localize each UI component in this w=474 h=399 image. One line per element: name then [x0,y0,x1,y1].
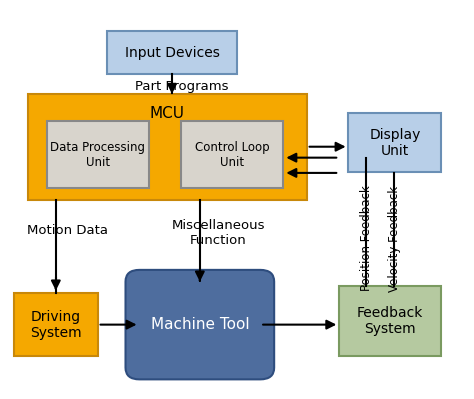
Text: Feedback
System: Feedback System [357,306,423,336]
Text: Velocity Feedback: Velocity Feedback [388,186,401,292]
Text: Position Feedback: Position Feedback [360,186,373,292]
Text: MCU: MCU [150,106,185,120]
Text: Input Devices: Input Devices [125,46,219,60]
FancyBboxPatch shape [181,121,283,188]
FancyBboxPatch shape [46,121,149,188]
FancyBboxPatch shape [14,293,98,356]
FancyBboxPatch shape [339,286,441,356]
FancyBboxPatch shape [348,113,441,172]
Text: Display
Unit: Display Unit [369,128,420,158]
Text: Data Processing
Unit: Data Processing Unit [50,140,145,168]
Text: Machine Tool: Machine Tool [151,317,249,332]
Text: Motion Data: Motion Data [27,224,108,237]
FancyBboxPatch shape [126,270,274,379]
Text: Part Programs: Part Programs [135,80,228,93]
FancyBboxPatch shape [28,94,307,200]
FancyBboxPatch shape [107,32,237,74]
Text: Driving
System: Driving System [30,310,82,340]
Text: Control Loop
Unit: Control Loop Unit [195,140,270,168]
Text: Miscellaneous
Function: Miscellaneous Function [172,219,265,247]
